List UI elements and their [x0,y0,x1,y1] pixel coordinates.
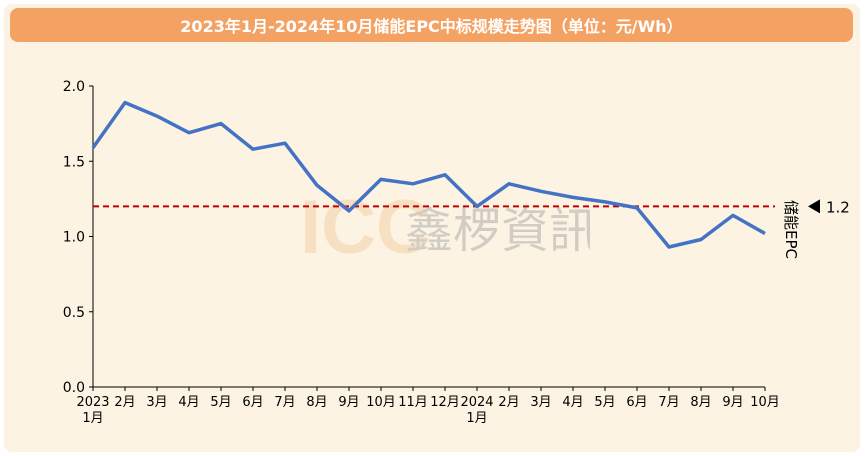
x-tick-label: 4月 [178,395,199,410]
x-tick-label: 3月 [530,395,551,410]
x-tick-label: 9月 [338,395,359,410]
x-tick-label: 10月 [366,395,396,410]
y-tick-label: 1.5 [63,154,85,170]
x-tick-label: 2月 [498,395,519,410]
x-tick-label: 7月 [658,395,679,410]
x-tick-label: 5月 [210,395,231,410]
x-tick-label: 3月 [146,395,167,410]
x-tick-label: 4月 [562,395,583,410]
reference-marker-triangle [808,199,820,214]
y-tick-label: 0.5 [63,305,85,321]
x-tick-label: 12月 [430,395,460,410]
legend: 储能EPC 1.2 [782,198,850,259]
x-tick-label: 2024 1月 [460,395,493,426]
x-tick-label: 6月 [626,395,647,410]
series-line-储能EPC [91,100,766,249]
x-tick-label: 8月 [690,395,711,410]
x-tick-label: 11月 [398,395,428,410]
y-tick-label: 0.0 [63,380,85,396]
x-tick-label: 5月 [594,395,615,410]
y-axis-ticks: 0.0 0.5 1.0 1.5 2.0 [63,79,93,396]
x-tick-label: 2月 [114,395,135,410]
x-tick-label: 9月 [722,395,743,410]
x-tick-label: 7月 [274,395,295,410]
x-tick-label: 6月 [242,395,263,410]
x-tick-label: 8月 [306,395,327,410]
y-tick-label: 1.0 [63,230,85,246]
x-tick-label: 2023 1月 [76,395,109,426]
reference-value-label: 1.2 [826,198,850,216]
x-tick-label: 10月 [750,395,780,410]
chart-title: 2023年1月-2024年10月储能EPC中标规模走势图（单位：元/Wh） [10,8,853,42]
legend-series-name: 储能EPC [782,200,800,259]
y-tick-label: 2.0 [63,79,85,95]
